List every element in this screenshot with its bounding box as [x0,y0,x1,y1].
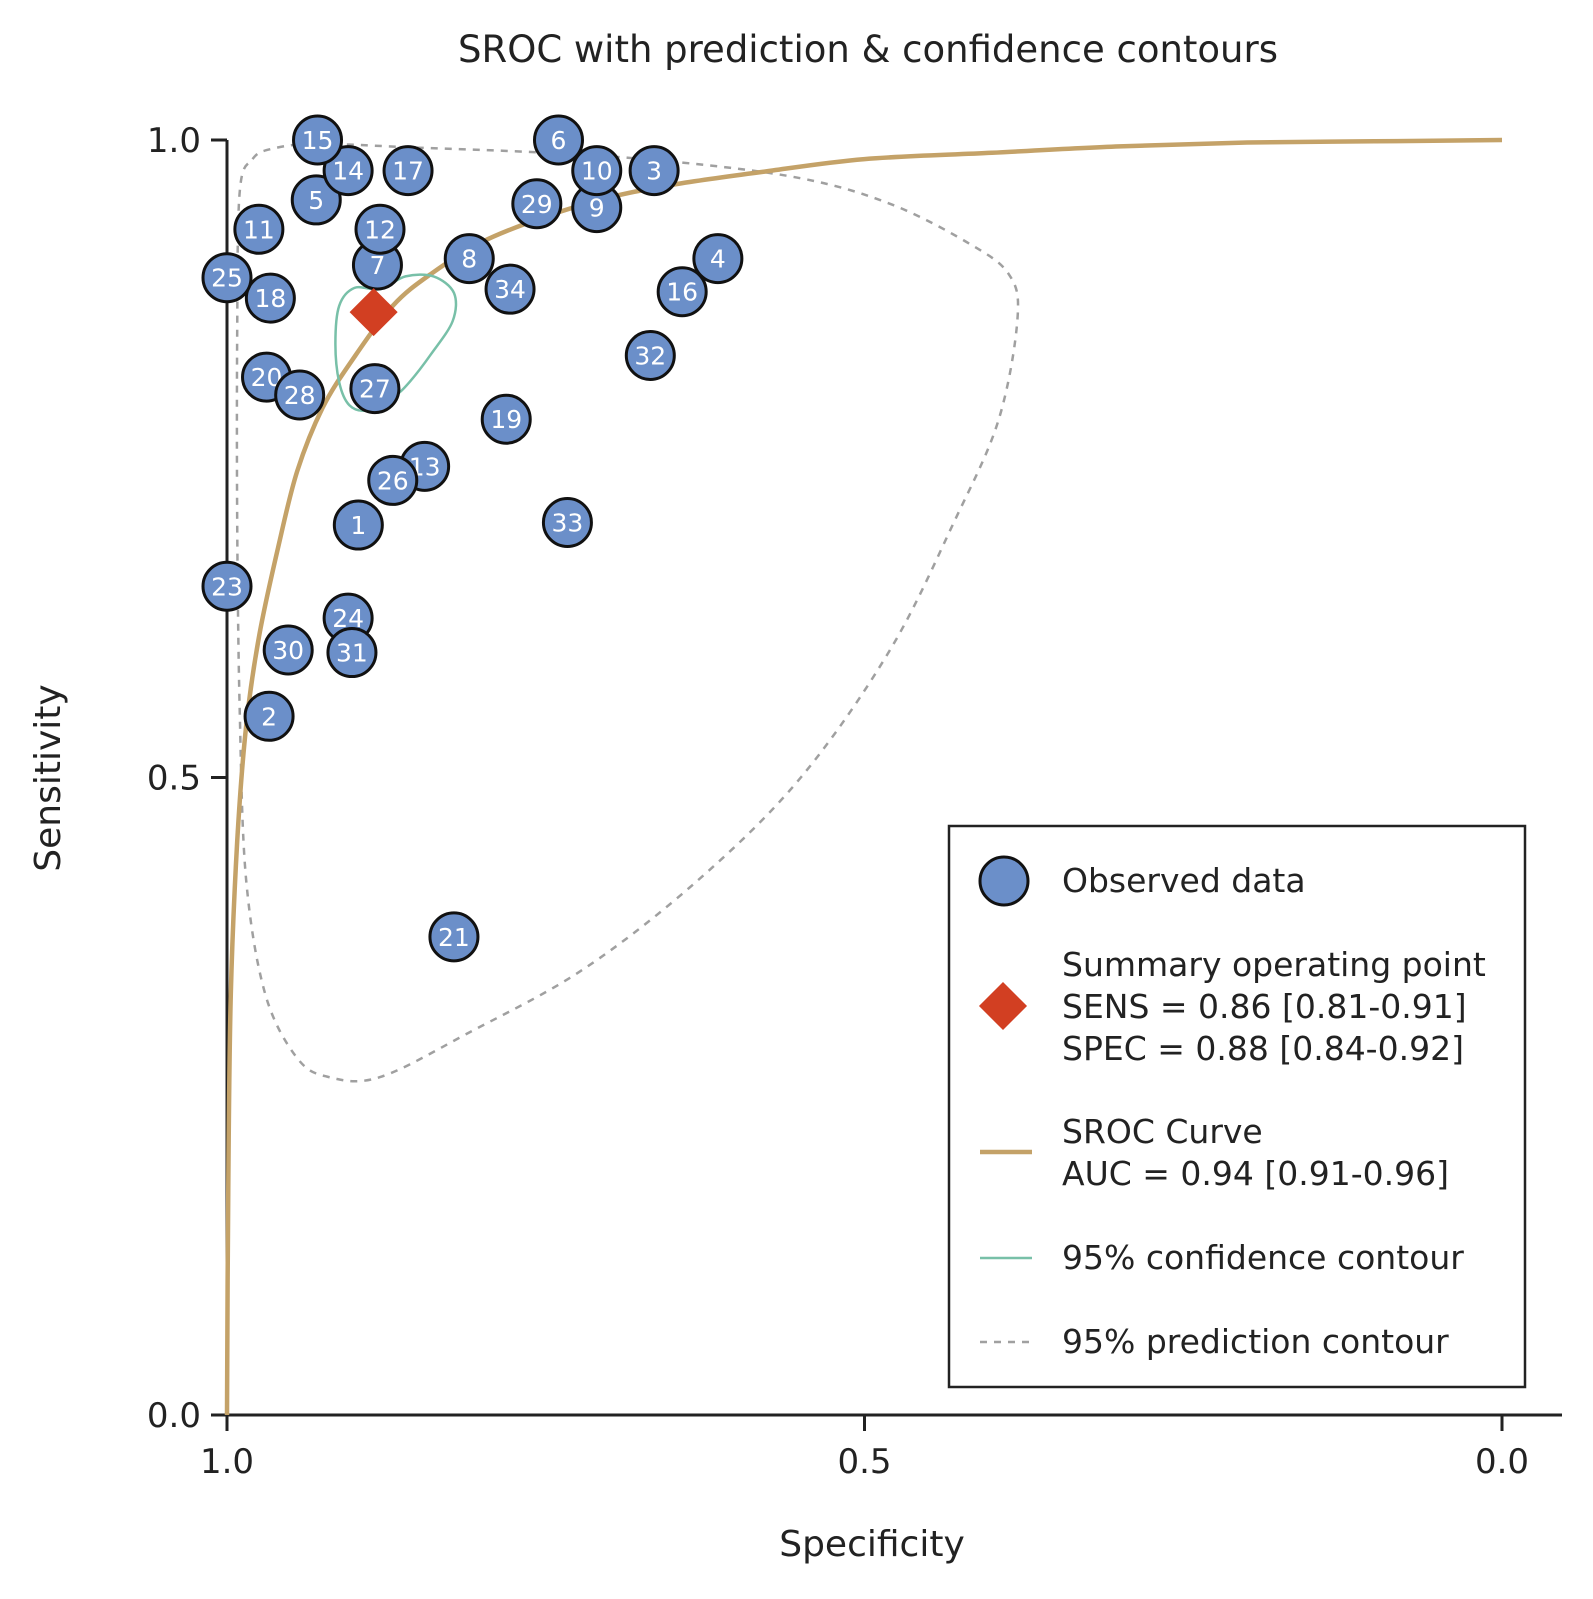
legend-summary-title: Summary operating point [1062,945,1486,984]
observed-point-label-32: 32 [634,341,666,370]
observed-point-10 [571,145,623,197]
observed-point-2 [243,690,295,742]
observed-point-label-23: 23 [211,572,243,601]
observed-point-26 [367,454,419,506]
legend-summary-spec: SPEC = 0.88 [0.84-0.92] [1062,1029,1464,1068]
observed-point-label-6: 6 [551,126,567,155]
observed-point-25 [201,252,253,304]
observed-point-3 [628,145,680,197]
observed-point-1 [332,499,384,551]
x-tick-label-2: 0.0 [1475,1442,1529,1482]
observed-point-label-28: 28 [284,381,316,410]
observed-point-4 [692,233,744,285]
prediction-contour [235,142,1020,1083]
legend-summary-marker [978,981,1028,1031]
observed-point-23 [201,560,253,612]
observed-point-label-25: 25 [211,264,243,293]
legend-sroc-auc: AUC = 0.94 [0.91-0.96] [1062,1154,1449,1193]
observed-point-label-5: 5 [308,186,324,215]
legend-prediction-label: 95% prediction contour [1062,1322,1449,1361]
observed-point-16 [656,266,708,318]
observed-point-label-15: 15 [302,126,334,155]
observed-point-17 [382,145,434,197]
observed-point-label-1: 1 [350,511,366,540]
observed-point-30 [262,624,314,676]
observed-point-14 [322,145,374,197]
legend-confidence-label: 95% confidence contour [1062,1238,1464,1277]
x-tick-label-1: 0.5 [837,1442,891,1482]
observed-point-5 [290,174,342,226]
observed-point-label-17: 17 [392,157,424,186]
observed-point-label-29: 29 [521,190,553,219]
observed-point-label-34: 34 [494,275,526,304]
observed-point-label-16: 16 [666,278,698,307]
observed-point-21 [428,911,480,963]
legend-box [947,824,1527,1389]
observed-point-32 [624,329,676,381]
y-tick-label-0: 0.0 [147,1396,201,1436]
observed-point-label-7: 7 [369,251,385,280]
observed-point-label-30: 30 [272,636,304,665]
observed-point-label-27: 27 [359,375,391,404]
observed-point-label-4: 4 [710,245,726,274]
axes: 1.0 0.5 0.0 0.0 0.5 1.0 [147,121,1562,1482]
chart-title: SROC with prediction & confidence contou… [458,28,1278,71]
observed-point-label-10: 10 [581,157,613,186]
observed-point-12 [354,203,406,255]
y-tick-label-1: 0.5 [147,759,201,799]
observed-point-label-8: 8 [461,245,477,274]
legend-observed-marker [978,855,1030,907]
observed-point-11 [233,203,285,255]
observed-point-28 [274,369,326,421]
x-ticks: 1.0 0.5 0.0 [200,1415,1529,1482]
observed-point-label-3: 3 [646,157,662,186]
observed-point-label-12: 12 [364,215,396,244]
observed-point-34 [484,263,536,315]
sroc-curve [224,137,1503,1416]
observed-point-8 [443,233,495,285]
legend: Observed data Summary operating point SE… [947,824,1527,1389]
observed-point-27 [349,363,401,415]
y-ticks: 0.0 0.5 1.0 [147,121,227,1436]
observed-point-label-14: 14 [332,157,364,186]
observed-point-label-19: 19 [490,405,522,434]
observed-point-label-26: 26 [377,466,409,495]
observed-point-label-18: 18 [254,284,286,313]
observed-point-33 [541,497,593,548]
x-tick-label-0: 1.0 [200,1442,254,1482]
legend-sroc-title: SROC Curve [1062,1112,1263,1151]
observed-point-label-33: 33 [552,509,584,538]
observed-point-label-9: 9 [589,194,605,223]
observed-point-15 [292,114,344,166]
x-axis-title: Specificity [779,1524,965,1565]
observed-point-31 [326,627,378,679]
observed-point-18 [244,272,296,324]
legend-observed-label: Observed data [1062,861,1306,900]
y-tick-label-2: 1.0 [147,121,201,161]
observed-point-label-11: 11 [243,215,275,244]
observed-point-label-2: 2 [261,702,277,731]
observed-point-label-31: 31 [336,639,368,668]
legend-summary-sens: SENS = 0.86 [0.81-0.91] [1062,987,1467,1026]
observed-point-19 [480,393,532,445]
y-axis-title: Sensitivity [28,684,69,871]
summary-operating-point [349,288,398,337]
observed-point-6 [533,114,584,166]
observed-point-label-21: 21 [438,923,470,952]
observed-point-29 [511,178,563,230]
